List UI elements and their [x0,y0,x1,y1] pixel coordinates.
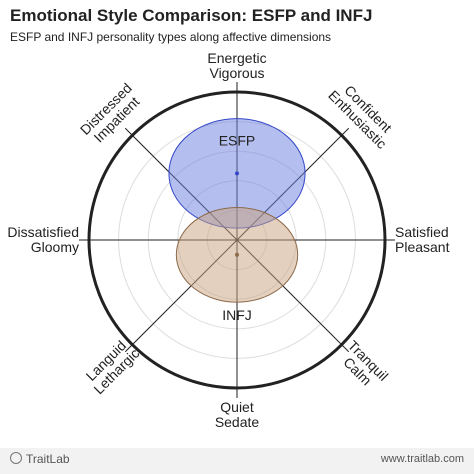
svg-text:Pleasant: Pleasant [395,239,450,255]
footer-brand-label: TraitLab [26,452,70,466]
svg-text:Satisfied: Satisfied [395,224,449,240]
svg-text:Sedate: Sedate [215,414,260,430]
footer-url[interactable]: www.traitlab.com [380,453,464,465]
svg-text:Dissatisfied: Dissatisfied [7,224,79,240]
series-label-infj: INFJ [222,307,252,323]
svg-text:Energetic: Energetic [207,50,266,66]
svg-text:Quiet: Quiet [220,399,254,415]
center-dot-esfp [235,171,239,176]
series-label-esfp: ESFP [219,132,256,148]
chart-title: Emotional Style Comparison: ESFP and INF… [10,6,373,25]
series-layer: ESFP INFJ [168,118,306,323]
traitlab-logo-icon [10,452,22,464]
footer-brand[interactable]: TraitLab [10,452,70,466]
svg-text:Gloomy: Gloomy [31,239,79,255]
svg-text:Vigorous: Vigorous [209,65,264,81]
footer-band [0,448,474,474]
chart-subtitle: ESFP and INFJ personality types along af… [10,30,332,44]
center-dot-infj [235,252,239,257]
